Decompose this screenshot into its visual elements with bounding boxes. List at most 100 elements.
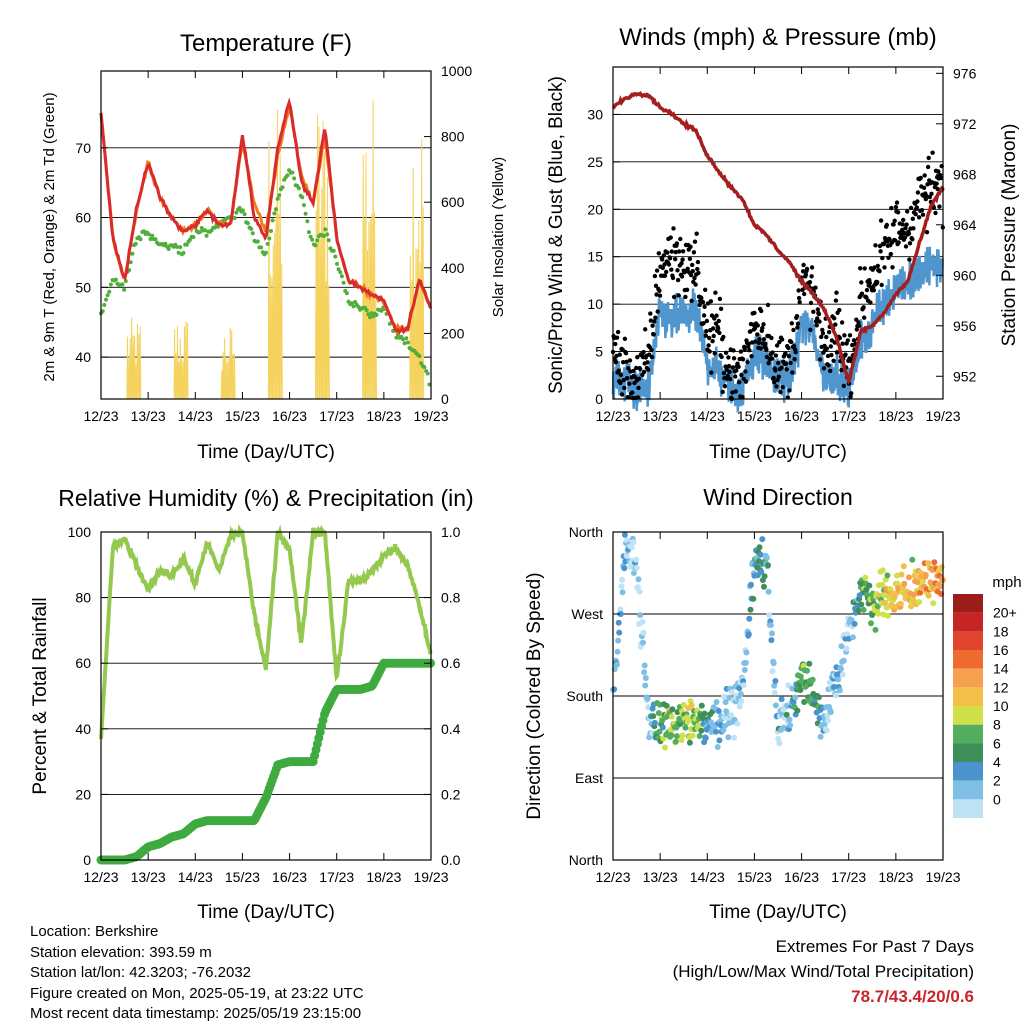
- dewpoint-point: [232, 216, 237, 220]
- wind-gust-point: [861, 305, 866, 310]
- wind-gust-point: [779, 365, 784, 370]
- wind-direction-point: [738, 698, 745, 705]
- wind-direction-point: [872, 626, 879, 633]
- wind-direction-point: [920, 578, 926, 585]
- dewpoint-point: [369, 311, 374, 316]
- wind-gust-point: [717, 296, 723, 302]
- wind-gust-point: [933, 210, 938, 216]
- wind-direction-point: [894, 572, 900, 579]
- wind-gust-point: [630, 390, 635, 395]
- wind-direction-point: [832, 692, 839, 699]
- wind-direction-point: [611, 686, 618, 693]
- rh-xtick-label: 19/23: [413, 869, 448, 885]
- solar-insolation-spike: [422, 207, 425, 400]
- dewpoint-point: [302, 203, 306, 208]
- dewpoint-point: [417, 354, 422, 359]
- wind-gust-point: [704, 318, 710, 324]
- speed-legend-swatch: [953, 799, 983, 818]
- wind-gust-point: [819, 334, 824, 340]
- wind-gust-point: [921, 185, 927, 190]
- wind-gust-point: [697, 302, 702, 308]
- wind-direction-point: [827, 709, 834, 716]
- wind-gust-point: [713, 321, 719, 326]
- solar-insolation-spike: [269, 274, 272, 400]
- wind-direction-point: [640, 629, 647, 636]
- wind-direction-point: [917, 589, 924, 596]
- wind-gust-point: [899, 227, 905, 233]
- wind-gust-point: [795, 325, 800, 330]
- wind-gust-point: [655, 309, 660, 314]
- dewpoint-point: [374, 312, 379, 317]
- wind-gust-point: [653, 283, 659, 288]
- wind-gust-point: [638, 366, 643, 372]
- wind-gust-point: [916, 215, 922, 220]
- wind-gust-point: [847, 333, 853, 338]
- wind-gust-point: [787, 388, 792, 393]
- speed-legend-swatch: [953, 650, 983, 669]
- solar-insolation-spike: [370, 214, 373, 400]
- wind-gust-point: [710, 339, 715, 344]
- solar-insolation-spike: [184, 321, 188, 400]
- solar-insolation-spike: [419, 262, 422, 400]
- dewpoint-point: [240, 208, 245, 213]
- wind-gust-point: [761, 322, 766, 327]
- wind-direction-point: [616, 629, 623, 636]
- wind-gust-point: [801, 262, 806, 268]
- wind-gust-point: [718, 306, 724, 311]
- wind-gust-point: [936, 169, 941, 174]
- wind-direction-point: [838, 643, 845, 650]
- wind-gust-point: [668, 235, 673, 240]
- temp-ytick-label: 60: [75, 210, 91, 226]
- wind-gust-point: [649, 347, 654, 353]
- solar-insolation-spike: [317, 126, 320, 400]
- temperature-2m-line: [99, 97, 432, 335]
- solar-insolation-spike: [226, 361, 229, 400]
- wind-direction-point: [776, 740, 783, 747]
- dewpoint-point: [102, 303, 107, 307]
- precipitation-series: [96, 658, 435, 865]
- wind-y2tick-label: 972: [953, 116, 977, 132]
- wind-gust-point: [627, 358, 633, 363]
- wind-direction-point: [800, 662, 807, 669]
- solar-insolation-spike: [137, 333, 140, 400]
- data-timestamp: Most recent data timestamp: 2025/05/19 2…: [30, 1005, 362, 1022]
- wind-gust-point: [786, 345, 791, 351]
- rh-ytick-label: 80: [75, 590, 91, 606]
- wind-direction-point: [614, 661, 620, 668]
- solar-insolation-spike: [373, 211, 376, 400]
- dewpoint-point: [174, 244, 179, 249]
- wind-gust-point: [808, 300, 814, 306]
- wind-direction-point: [702, 735, 709, 741]
- dewpoint-point: [323, 227, 328, 232]
- station-location: Location: Berkshire: [30, 923, 159, 940]
- solar-insolation-spike: [173, 329, 176, 400]
- wind-gust-point: [858, 266, 863, 271]
- wind-direction-point: [720, 727, 727, 734]
- wind-direction-point: [731, 734, 738, 741]
- wind-gust-point: [882, 265, 887, 270]
- dewpoint-point: [285, 173, 290, 178]
- wind-direction-point: [761, 583, 767, 590]
- wind-direction-point: [804, 667, 810, 674]
- dewpoint-point: [379, 308, 384, 313]
- dewpoint-point: [234, 210, 239, 215]
- solar-insolation-spike: [225, 356, 228, 400]
- wind-direction-point: [838, 666, 844, 672]
- wind-gust-point: [773, 368, 778, 373]
- wind-gust-point: [828, 344, 833, 349]
- wind-gust-point: [716, 326, 721, 331]
- figure-created: Figure created on Mon, 2025-05-19, at 23…: [30, 984, 364, 1002]
- wind-y2tick-label: 964: [953, 217, 977, 233]
- wind-gust-point: [708, 299, 714, 304]
- wind-gust-point: [856, 323, 862, 328]
- wind-direction-point: [825, 717, 831, 724]
- solar-insolation-spike: [280, 263, 283, 400]
- dewpoint-point: [353, 300, 358, 304]
- direction-legend-title: mph: [992, 574, 1021, 591]
- wind-gust-point: [733, 389, 738, 394]
- humidity-title: Relative Humidity (%) & Precipitation (i…: [58, 485, 473, 511]
- dewpoint-point: [303, 211, 308, 216]
- wind-gust-point: [867, 280, 872, 286]
- dewpoint-point: [325, 232, 330, 237]
- temp-xtick-label: 16/23: [272, 408, 307, 424]
